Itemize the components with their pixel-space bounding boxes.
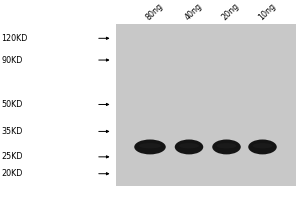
Ellipse shape: [134, 140, 166, 154]
Text: 35KD: 35KD: [2, 127, 23, 136]
Ellipse shape: [248, 140, 277, 154]
Ellipse shape: [212, 140, 241, 154]
Bar: [116, 24, 296, 186]
Text: 40ng: 40ng: [183, 1, 204, 22]
Text: 20ng: 20ng: [220, 1, 241, 22]
Ellipse shape: [217, 143, 236, 148]
Text: 20KD: 20KD: [2, 169, 23, 178]
Text: 120KD: 120KD: [2, 34, 28, 43]
Text: 90KD: 90KD: [2, 56, 23, 65]
Ellipse shape: [175, 140, 203, 154]
Ellipse shape: [253, 143, 272, 148]
Text: 50KD: 50KD: [2, 100, 23, 109]
Text: 10ng: 10ng: [256, 1, 277, 22]
Ellipse shape: [179, 143, 199, 148]
Text: 80ng: 80ng: [144, 1, 165, 22]
Ellipse shape: [139, 143, 161, 148]
Text: 25KD: 25KD: [2, 152, 23, 161]
